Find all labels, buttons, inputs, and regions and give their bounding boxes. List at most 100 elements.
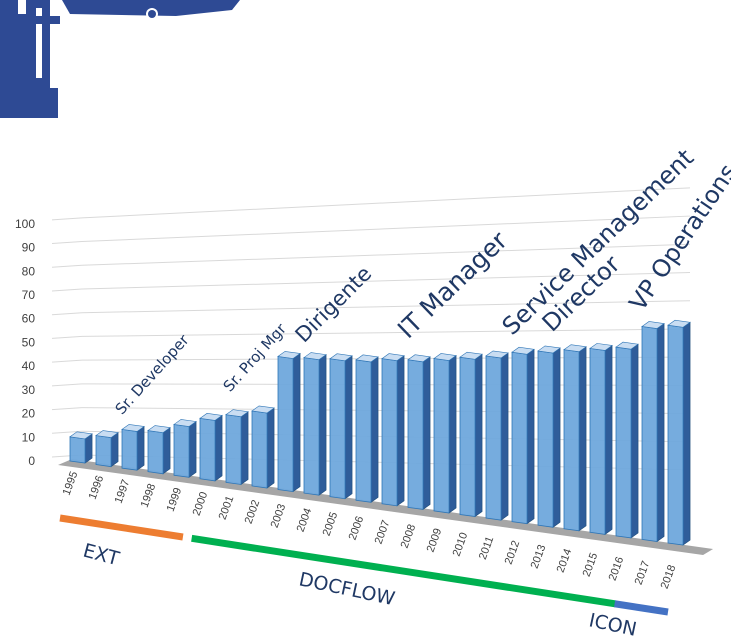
bar	[251, 405, 275, 489]
bar-top	[511, 346, 535, 355]
x-tick-label: 2017	[633, 559, 653, 586]
bar-front	[303, 357, 320, 496]
x-tick-label: 2000	[191, 490, 211, 517]
bar-top	[381, 353, 405, 361]
bar	[615, 341, 639, 539]
bar-top	[355, 354, 379, 363]
x-tick-label: 1998	[139, 482, 159, 509]
x-tick-label: 2001	[217, 494, 237, 521]
x-tick-label: 2009	[425, 527, 445, 554]
bar	[303, 352, 327, 496]
gridline-side	[51, 383, 83, 387]
x-tick-label: 2011	[477, 535, 496, 561]
x-tick-label: 1995	[61, 470, 81, 497]
bar-top	[667, 319, 691, 328]
bar-top	[537, 345, 561, 354]
bar	[511, 346, 535, 525]
bar	[433, 353, 457, 514]
bar-side	[682, 321, 691, 546]
x-tick-label: 2012	[503, 539, 523, 566]
bar-front	[251, 410, 268, 489]
bar	[95, 430, 119, 468]
bar-top	[69, 431, 93, 440]
band-label: EXT	[81, 540, 122, 571]
bar-top	[95, 430, 119, 438]
bar-front	[121, 428, 138, 471]
bar-side	[240, 411, 249, 486]
bar	[173, 419, 197, 478]
bars	[69, 319, 691, 546]
bar-top	[433, 353, 457, 361]
x-tick-label: 2003	[269, 502, 289, 529]
x-tick-label: 1999	[165, 486, 185, 513]
bar-front	[381, 358, 398, 507]
gridline-side	[51, 241, 83, 245]
bar-top	[147, 425, 171, 433]
bar-top	[277, 351, 301, 359]
bar-side	[552, 347, 561, 528]
band-label: ICON	[587, 609, 639, 637]
bar	[589, 343, 613, 535]
bar-front	[277, 355, 294, 493]
bar-side	[214, 414, 223, 482]
gridline	[81, 300, 691, 314]
bar-side	[448, 354, 457, 514]
bar-top	[615, 341, 639, 350]
bar-front	[329, 358, 346, 500]
bar-front	[407, 359, 424, 510]
bar	[147, 425, 171, 475]
chart-floor	[58, 459, 714, 555]
bar-side	[630, 343, 639, 539]
bar-top	[303, 352, 327, 360]
bar-top	[563, 344, 587, 353]
bar-top	[485, 350, 509, 359]
gridline-side	[51, 288, 83, 292]
bar	[381, 353, 405, 507]
y-tick-label: 90	[22, 241, 36, 255]
gridline-side	[51, 217, 83, 221]
gridline-side	[51, 312, 83, 316]
x-tick-label: 1997	[113, 478, 133, 505]
gridline	[81, 187, 691, 219]
bar	[641, 321, 665, 543]
bar-front	[563, 349, 580, 532]
bar	[199, 413, 223, 482]
bar-side	[136, 425, 145, 471]
bar-side	[500, 352, 509, 521]
bar-top	[251, 405, 275, 414]
bar	[485, 350, 509, 521]
bar-side	[370, 356, 379, 503]
bar-top	[407, 354, 431, 363]
x-tick-label: 2006	[347, 515, 367, 542]
role-label: Sr. Developer	[112, 330, 194, 418]
y-tick-label: 60	[22, 312, 36, 326]
bar-side	[162, 427, 171, 475]
bar-front	[485, 355, 502, 521]
bar-top	[589, 343, 613, 351]
band-line	[59, 514, 184, 541]
bar-front	[511, 351, 528, 525]
band-line	[614, 600, 669, 616]
band-label: DOCFLOW	[297, 568, 397, 610]
bar	[225, 409, 249, 486]
gridline	[81, 328, 691, 337]
bar-side	[474, 353, 483, 518]
bar-top	[121, 424, 145, 432]
gridline	[81, 215, 691, 243]
bar-top	[641, 321, 665, 329]
x-tick-label: 2013	[529, 543, 549, 570]
x-axis-ticks: 1995 1996 1997 1998 1999 2000 2001 2002 2003 2004…	[61, 470, 679, 591]
bar	[459, 351, 483, 518]
bar	[667, 319, 691, 546]
x-tick-label: 2002	[243, 498, 263, 525]
bar-side	[344, 355, 353, 500]
gridline-side	[51, 407, 83, 411]
bar-front	[641, 326, 658, 542]
y-tick-label: 80	[22, 264, 36, 278]
bar-side	[526, 348, 535, 525]
bar-front	[615, 346, 632, 539]
gridline-side	[51, 359, 83, 363]
bar-side	[396, 355, 405, 507]
bar-front	[589, 347, 606, 535]
gridline	[81, 271, 691, 290]
